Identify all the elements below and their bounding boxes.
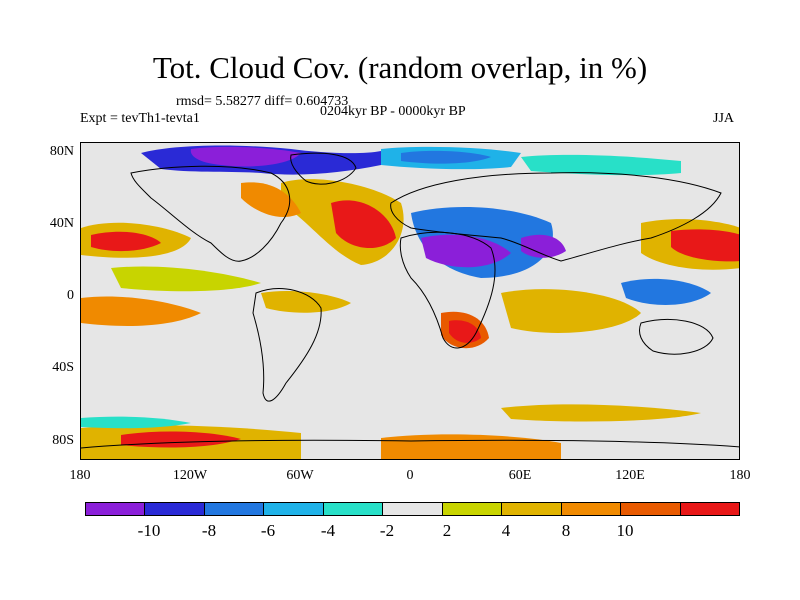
coastline-eurasia <box>390 172 722 262</box>
colorbar-label: -8 <box>201 521 217 540</box>
anomaly-patch <box>111 266 261 292</box>
colorbar-cell <box>383 503 443 515</box>
colorbar-cell <box>561 503 622 515</box>
colorbar-label: 8 <box>561 521 571 540</box>
anomaly-patch <box>241 182 301 218</box>
colorbar-label: -10 <box>137 521 161 540</box>
anomaly-patch <box>331 200 396 249</box>
lon-label: 60E <box>508 468 532 483</box>
stats-text: rmsd= 5.58277 diff= 0.604733 <box>176 94 349 109</box>
anomaly-patch <box>621 278 711 305</box>
chart-title: Tot. Cloud Cov. (random overlap, in %) <box>152 50 648 85</box>
colorbar-cell <box>621 503 681 515</box>
lon-label: 120E <box>615 468 645 483</box>
colorbar-label: 10 <box>616 521 634 540</box>
lon-label: 120W <box>172 468 208 483</box>
experiment-label: Expt = tevTh1-tevta1 <box>80 111 200 126</box>
cloud-cover-map <box>81 143 739 459</box>
colorbar-cell <box>442 503 503 515</box>
coastline-north-america <box>130 165 291 262</box>
lat-label: 40S <box>52 360 74 375</box>
colorbar-cell <box>264 503 324 515</box>
coastline-australia <box>639 318 714 355</box>
anomaly-patch <box>521 234 566 258</box>
lat-label: 80S <box>52 433 74 448</box>
coastline-antarctica <box>81 439 739 449</box>
anomaly-patch <box>81 416 191 429</box>
anomaly-patch <box>401 150 491 164</box>
colorbar-cell <box>145 503 205 515</box>
anomaly-patch <box>421 234 511 268</box>
anomaly-patch <box>501 404 701 422</box>
anomaly-field <box>81 145 739 459</box>
colorbar-cell <box>204 503 265 515</box>
lon-label: 180 <box>69 468 91 483</box>
colorbar-cell <box>680 503 739 515</box>
colorbar-cell <box>323 503 384 515</box>
period-label: 0204kyr BP - 0000kyr BP <box>320 104 466 119</box>
colorbar-label: 2 <box>442 521 452 540</box>
lat-label: 40N <box>49 216 74 231</box>
coastline-greenland <box>290 152 357 185</box>
anomaly-patch <box>190 146 301 167</box>
lon-label: 60W <box>286 468 314 483</box>
colorbar-cell <box>86 503 146 515</box>
coastline-south-america <box>252 288 322 402</box>
lat-label: 0 <box>67 288 74 303</box>
map-panel <box>80 142 740 460</box>
anomaly-patch <box>261 291 351 313</box>
anomaly-patch <box>81 296 201 326</box>
anomaly-patch <box>521 154 681 176</box>
anomaly-patch <box>671 229 739 262</box>
colorbar <box>85 502 740 516</box>
colorbar-label: -2 <box>379 521 395 540</box>
anomaly-patch <box>91 231 161 252</box>
lat-label: 80N <box>49 144 74 159</box>
colorbar-label: 4 <box>501 521 511 540</box>
coastlines <box>81 152 739 449</box>
coastline-africa <box>399 231 496 349</box>
colorbar-cell <box>502 503 562 515</box>
colorbar-label: -4 <box>320 521 336 540</box>
anomaly-patch <box>501 289 641 333</box>
colorbar-label: -6 <box>260 521 276 540</box>
season-label: JJA <box>713 111 735 126</box>
lon-label: 180 <box>729 468 751 483</box>
lon-label: 0 <box>406 468 414 483</box>
